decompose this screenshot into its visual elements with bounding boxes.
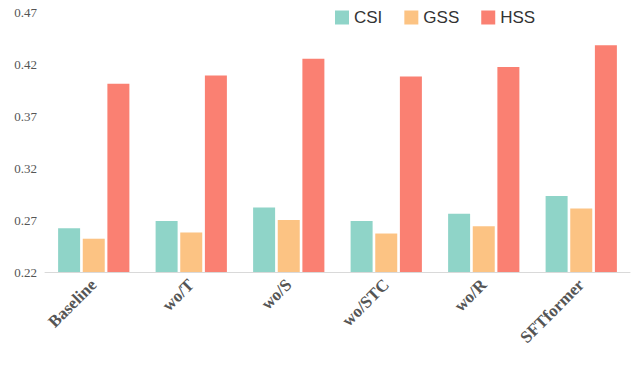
svg-text:0.27: 0.27	[14, 213, 37, 228]
svg-text:wo/T: wo/T	[159, 275, 199, 315]
svg-text:SFTformer: SFTformer	[517, 275, 589, 347]
svg-text:GSS: GSS	[423, 8, 459, 27]
svg-text:0.42: 0.42	[14, 57, 37, 72]
svg-text:0.47: 0.47	[14, 5, 37, 20]
svg-text:CSI: CSI	[354, 8, 382, 27]
svg-text:wo/R: wo/R	[450, 275, 491, 316]
svg-text:0.37: 0.37	[14, 109, 37, 124]
svg-text:Baseline: Baseline	[44, 275, 100, 331]
svg-text:0.32: 0.32	[14, 161, 37, 176]
svg-text:HSS: HSS	[500, 8, 535, 27]
svg-text:wo/S: wo/S	[257, 275, 295, 313]
svg-text:0.22: 0.22	[14, 265, 37, 280]
svg-text:wo/STC: wo/STC	[338, 275, 393, 330]
